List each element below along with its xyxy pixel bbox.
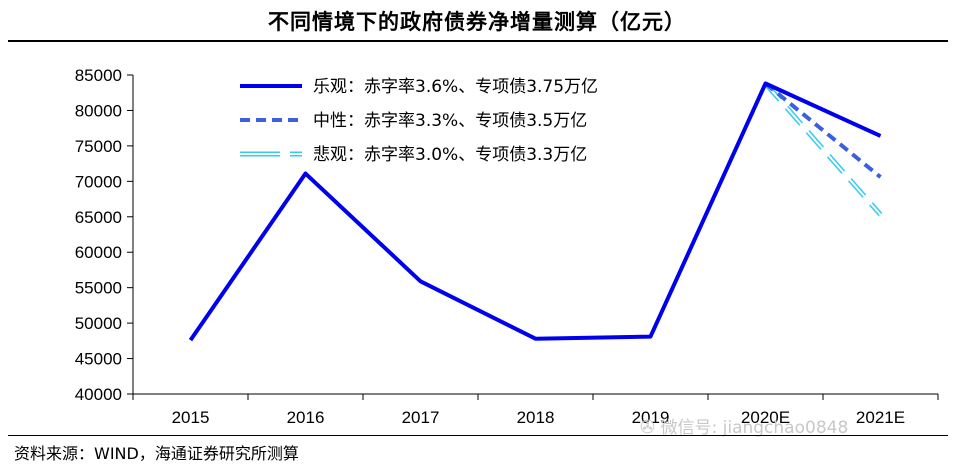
legend-item: 悲观：赤字率3.0%、专项债3.3万亿 [240, 145, 587, 165]
y-tick-label: 45000 [75, 350, 122, 369]
watermark: ✇ 微信号: jiangchao0848 [640, 413, 848, 438]
legend-item: 中性：赤字率3.3%、专项债3.5万亿 [240, 111, 587, 131]
legend-item: 乐观：赤字率3.6%、专项债3.75万亿 [240, 77, 598, 97]
wechat-icon: ✇ [640, 417, 656, 438]
x-tick-label: 2021E [856, 408, 905, 427]
y-tick-label: 60000 [75, 243, 122, 262]
y-tick-label: 55000 [75, 279, 122, 298]
chart-title: 不同情境下的政府债券净增量测算（亿元） [268, 9, 686, 34]
series-2 [763, 81, 883, 217]
x-tick-label: 2015 [172, 408, 210, 427]
series-1 [764, 81, 882, 179]
source-note: 资料来源：WIND，海通证券研究所测算 [14, 444, 299, 463]
series-line-optimistic [188, 81, 882, 342]
axes: 40000 45000 50000 55000 60000 65000 70000 75000… [75, 66, 939, 427]
y-tick-label: 65000 [75, 208, 122, 227]
y-tick-label: 40000 [75, 385, 122, 404]
series-lines [188, 81, 883, 342]
x-tick-label: 2018 [517, 408, 555, 427]
x-tick-label: 2017 [402, 408, 440, 427]
legend-label: 中性：赤字率3.3%、专项债3.5万亿 [313, 111, 587, 131]
legend: 乐观：赤字率3.6%、专项债3.75万亿中性：赤字率3.3%、专项债3.5万亿悲… [240, 77, 598, 165]
title-divider [8, 40, 948, 42]
y-tick-label: 85000 [75, 66, 122, 85]
series-line-neutral [764, 81, 882, 179]
y-tick-label: 70000 [75, 172, 122, 191]
legend-label: 悲观：赤字率3.0%、专项债3.3万亿 [313, 145, 587, 165]
x-tick-label: 2016 [287, 408, 325, 427]
x-tick-label: 2020E [741, 408, 790, 427]
y-tick-label: 75000 [75, 137, 122, 156]
series-0 [188, 81, 882, 342]
x-tick-label: 2019 [632, 408, 670, 427]
watermark-text: 微信号: jiangchao0848 [660, 418, 849, 438]
y-tick-label: 50000 [75, 314, 122, 333]
y-tick-label: 80000 [75, 101, 122, 120]
source-divider [8, 435, 948, 436]
legend-label: 乐观：赤字率3.6%、专项债3.75万亿 [313, 77, 598, 97]
series-line-pessimistic-core [764, 82, 882, 216]
